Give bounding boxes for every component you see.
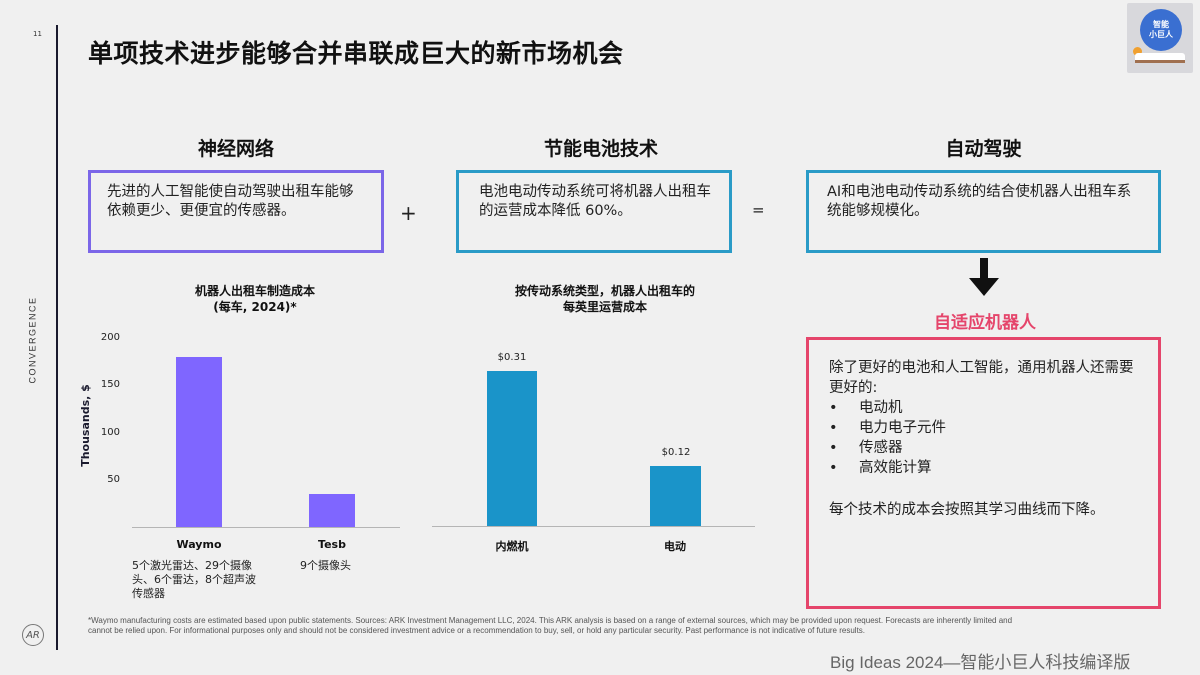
bullet-icon: • (829, 440, 838, 456)
requirements-list: • 电动机 • 电力电子元件 • 传感器 • 高效能计算 (829, 398, 1138, 478)
bar-electric (650, 466, 701, 526)
chart2-title: 按传动系统类型，机器人出租车的 每英里运营成本 (470, 283, 740, 315)
bullet-icon: • (829, 420, 838, 436)
ytick-50: 50 (107, 474, 120, 485)
tesla-sensors-note: 9个摄像头 (300, 559, 351, 572)
xlabel-ice: 内燃机 (495, 540, 529, 553)
value-label-ice: $0.31 (497, 352, 527, 363)
adaptive-robots-heading: 自适应机器人 (934, 313, 1036, 333)
list-item-text: 传感器 (859, 440, 903, 456)
list-item: • 电力电子元件 (829, 418, 1138, 438)
chart1-baseline (132, 527, 400, 528)
adaptive-conclusion: 每个技术的成本会按照其学习曲线而下降。 (829, 502, 1105, 518)
autonomous-box: AI和电池电动传动系统的结合使机器人出租车系统能够规模化。 (806, 170, 1161, 253)
list-item-text: 电力电子元件 (859, 420, 946, 436)
list-item-text: 高效能计算 (859, 460, 932, 476)
list-item: • 高效能计算 (829, 458, 1138, 478)
heading-neural-networks: 神经网络 (197, 138, 274, 160)
xlabel-electric: 电动 (664, 540, 686, 553)
neural-networks-text: 先进的人工智能使自动驾驶出租车能够依赖更少、更便宜的传感器。 (107, 184, 354, 219)
chart1-title-line1: 机器人出租车制造成本 (194, 284, 315, 298)
brand-caption: Big Ideas 2024—智能小巨人科技编译版 (830, 653, 1131, 672)
chart1-ylabel-text: Thousands, $ (78, 383, 92, 467)
section-label: CONVERGENCE (22, 290, 42, 390)
adaptive-intro: 除了更好的电池和人工智能，通用机器人还需要更好的: (829, 360, 1134, 396)
page-title: 单项技术进步能够合并串联成巨大的新市场机会 (88, 39, 624, 68)
logo-text-2: 小巨人 (1149, 30, 1173, 39)
bar-tesla (309, 494, 355, 527)
bullet-icon: • (829, 460, 838, 476)
ytick-200: 200 (100, 332, 120, 343)
vertical-divider (56, 25, 58, 650)
xlabel-waymo: Waymo (176, 538, 222, 551)
chart1-title: 机器人出租车制造成本 (每车, 2024)* (130, 283, 380, 315)
equals-operator: = (752, 201, 765, 219)
logo-circle: 智能 小巨人 (1140, 9, 1182, 51)
ark-logo-icon: AR (22, 624, 44, 646)
battery-tech-text: 电池电动传动系统可将机器人出租车的运营成本降低 60%。 (479, 184, 711, 219)
xlabel-tesla: Tesb (318, 538, 346, 551)
bar-waymo (176, 357, 222, 527)
chart1-subtitle: (每车, 2024)* (213, 300, 297, 314)
heading-battery-tech: 节能电池技术 (543, 138, 658, 160)
down-arrow-icon (969, 258, 999, 296)
page-number: 11 (33, 30, 42, 38)
neural-networks-box: 先进的人工智能使自动驾驶出租车能够依赖更少、更便宜的传感器。 (88, 170, 384, 253)
brand-logo: 智能 小巨人 (1127, 3, 1193, 73)
heading-autonomous: 自动驾驶 (945, 138, 1022, 160)
ytick-100: 100 (100, 427, 120, 438)
logo-text-1: 智能 (1153, 20, 1169, 29)
footnote: *Waymo manufacturing costs are estimated… (88, 616, 1013, 635)
ytick-150: 150 (100, 379, 120, 390)
value-label-electric: $0.12 (661, 447, 691, 458)
chart2-baseline (432, 526, 755, 527)
bullet-icon: • (829, 400, 838, 416)
list-item-text: 电动机 (859, 400, 903, 416)
section-label-text: CONVERGENCE (27, 296, 38, 384)
waymo-sensors-note: 5个激光雷达、29个摄像头、6个雷达，8个超声波传感器 (132, 559, 256, 600)
planet-icon (1133, 47, 1142, 56)
chart2-subtitle: 每英里运营成本 (562, 300, 647, 314)
list-item: • 传感器 (829, 438, 1138, 458)
bar-ice (487, 371, 537, 526)
list-item: • 电动机 (829, 398, 1138, 418)
autonomous-text: AI和电池电动传动系统的结合使机器人出租车系统能够规模化。 (827, 184, 1132, 219)
battery-tech-box: 电池电动传动系统可将机器人出租车的运营成本降低 60%。 (456, 170, 732, 253)
plus-operator: + (400, 201, 417, 225)
book-icon (1135, 53, 1185, 63)
adaptive-robots-box: 除了更好的电池和人工智能，通用机器人还需要更好的: • 电动机 • 电力电子元件 •… (806, 337, 1161, 609)
chart2-title-line1: 按传动系统类型，机器人出租车的 (514, 284, 695, 298)
